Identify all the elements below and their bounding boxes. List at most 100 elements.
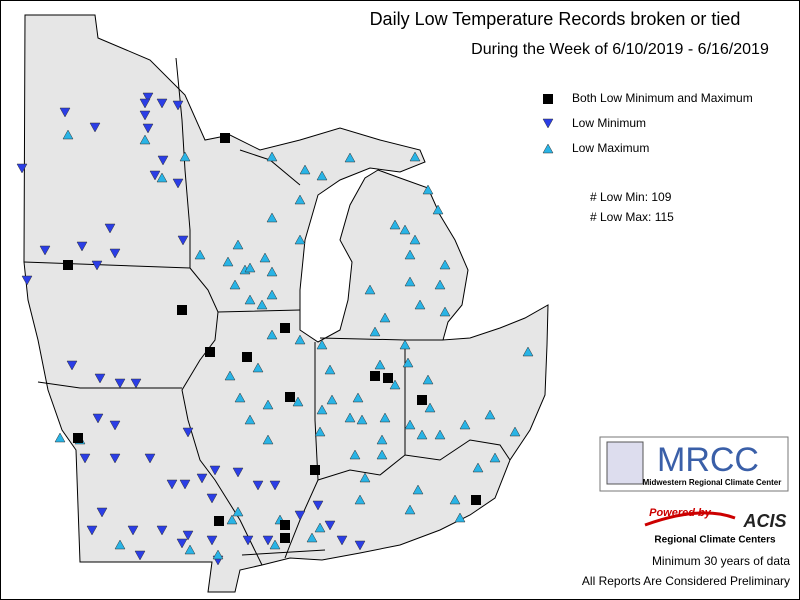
logo-text: MRCC: [657, 441, 759, 479]
low-max-marker: [354, 494, 366, 505]
swoosh: [644, 511, 736, 527]
low-min-marker: [96, 507, 108, 518]
low-max-marker: [434, 279, 446, 290]
low-max-marker: [389, 219, 401, 230]
low-max-marker: [62, 129, 74, 140]
low-max-marker: [306, 532, 318, 543]
low-min-marker: [139, 110, 151, 121]
low-max-marker: [266, 151, 278, 162]
low-max-marker: [226, 514, 238, 525]
low-max-marker: [224, 370, 236, 381]
low-max-marker: [404, 504, 416, 515]
low-min-marker: [134, 550, 146, 561]
low-max-marker: [262, 434, 274, 445]
low-max-marker: [244, 414, 256, 425]
legend-label: Both Low Minimum and Maximum: [572, 91, 753, 105]
low-min-marker: [209, 465, 221, 476]
rcc-text: Regional Climate Centers: [654, 535, 776, 546]
both-marker: [280, 323, 290, 333]
both-marker: [280, 533, 290, 543]
low-max-marker: [432, 204, 444, 215]
low-max-marker: [139, 134, 151, 145]
low-min-marker: [196, 473, 208, 484]
low-min-marker: [79, 453, 91, 464]
low-max-marker: [522, 346, 534, 357]
low-min-marker: [242, 535, 254, 546]
both-marker: [63, 260, 73, 270]
low-max-marker: [389, 379, 401, 390]
low-max-marker: [156, 172, 168, 183]
low-min-marker: [252, 480, 264, 491]
low-max-marker: [222, 256, 234, 267]
low-max-marker: [294, 334, 306, 345]
low-min-marker: [182, 530, 194, 541]
low-min-marker: [262, 535, 274, 546]
low-max-marker: [234, 392, 246, 403]
low-max-marker: [266, 212, 278, 223]
logo-icon: [606, 441, 644, 485]
low-min-marker: [66, 360, 78, 371]
low-max-marker: [402, 357, 414, 368]
low-min-marker: [156, 525, 168, 536]
legend-label: Low Maximum: [572, 141, 649, 155]
low-max-marker: [416, 429, 428, 440]
low-min-marker: [206, 493, 218, 504]
low-max-marker: [374, 359, 386, 370]
both-marker: [471, 495, 481, 505]
low-max-marker: [326, 394, 338, 405]
low-max-marker: [422, 184, 434, 195]
low-max-marker: [422, 374, 434, 385]
low-max-marker: [404, 276, 416, 287]
low-min-marker: [156, 98, 168, 109]
low-max-marker: [459, 419, 471, 430]
low-max-marker: [439, 259, 451, 270]
low-min-marker: [76, 241, 88, 252]
both-marker: [205, 347, 215, 357]
both-marker: [383, 373, 393, 383]
low-min-marker: [109, 248, 121, 259]
low-max-marker: [114, 539, 126, 550]
low-min-marker: [86, 525, 98, 536]
low-min-marker: [142, 123, 154, 134]
low-max-marker: [212, 549, 224, 560]
both-marker: [73, 433, 83, 443]
low-min-marker: [91, 260, 103, 271]
low-max-marker: [244, 294, 256, 305]
low-min-marker: [89, 122, 101, 133]
low-max-marker: [376, 449, 388, 460]
both-marker: [177, 305, 187, 315]
low-max-marker: [292, 396, 304, 407]
low-max-marker: [232, 506, 244, 517]
low-max-marker: [184, 544, 196, 555]
low-max-marker: [244, 262, 256, 273]
low-max-marker: [414, 299, 426, 310]
low-min-marker: [94, 373, 106, 384]
low-min-marker: [130, 378, 142, 389]
low-max-marker: [404, 419, 416, 430]
low-max-marker: [252, 362, 264, 373]
both-marker: [285, 392, 295, 402]
low-max-marker: [484, 409, 496, 420]
low-max-marker: [299, 164, 311, 175]
subtitle: During the Week of 6/10/2019 - 6/16/2019: [471, 41, 769, 58]
low-max-marker: [316, 404, 328, 415]
low-min-marker: [139, 98, 151, 109]
low-max-marker: [356, 414, 368, 425]
low-max-marker: [489, 452, 501, 463]
low-max-marker: [412, 484, 424, 495]
low-max-marker: [269, 539, 281, 550]
footer: Minimum 30 years of data: [652, 554, 790, 568]
legend-up: [542, 143, 554, 154]
low-max-marker: [359, 472, 371, 483]
low-max-marker: [256, 299, 268, 310]
low-max-marker: [324, 364, 336, 375]
low-min-marker: [312, 500, 324, 511]
low-max-marker: [404, 249, 416, 260]
low-max-marker: [379, 312, 391, 323]
low-max-marker: [344, 412, 356, 423]
low-min-marker: [179, 479, 191, 490]
legend-label: Low Minimum: [572, 116, 646, 130]
low-max-marker: [399, 339, 411, 350]
low-max-marker: [434, 429, 446, 440]
